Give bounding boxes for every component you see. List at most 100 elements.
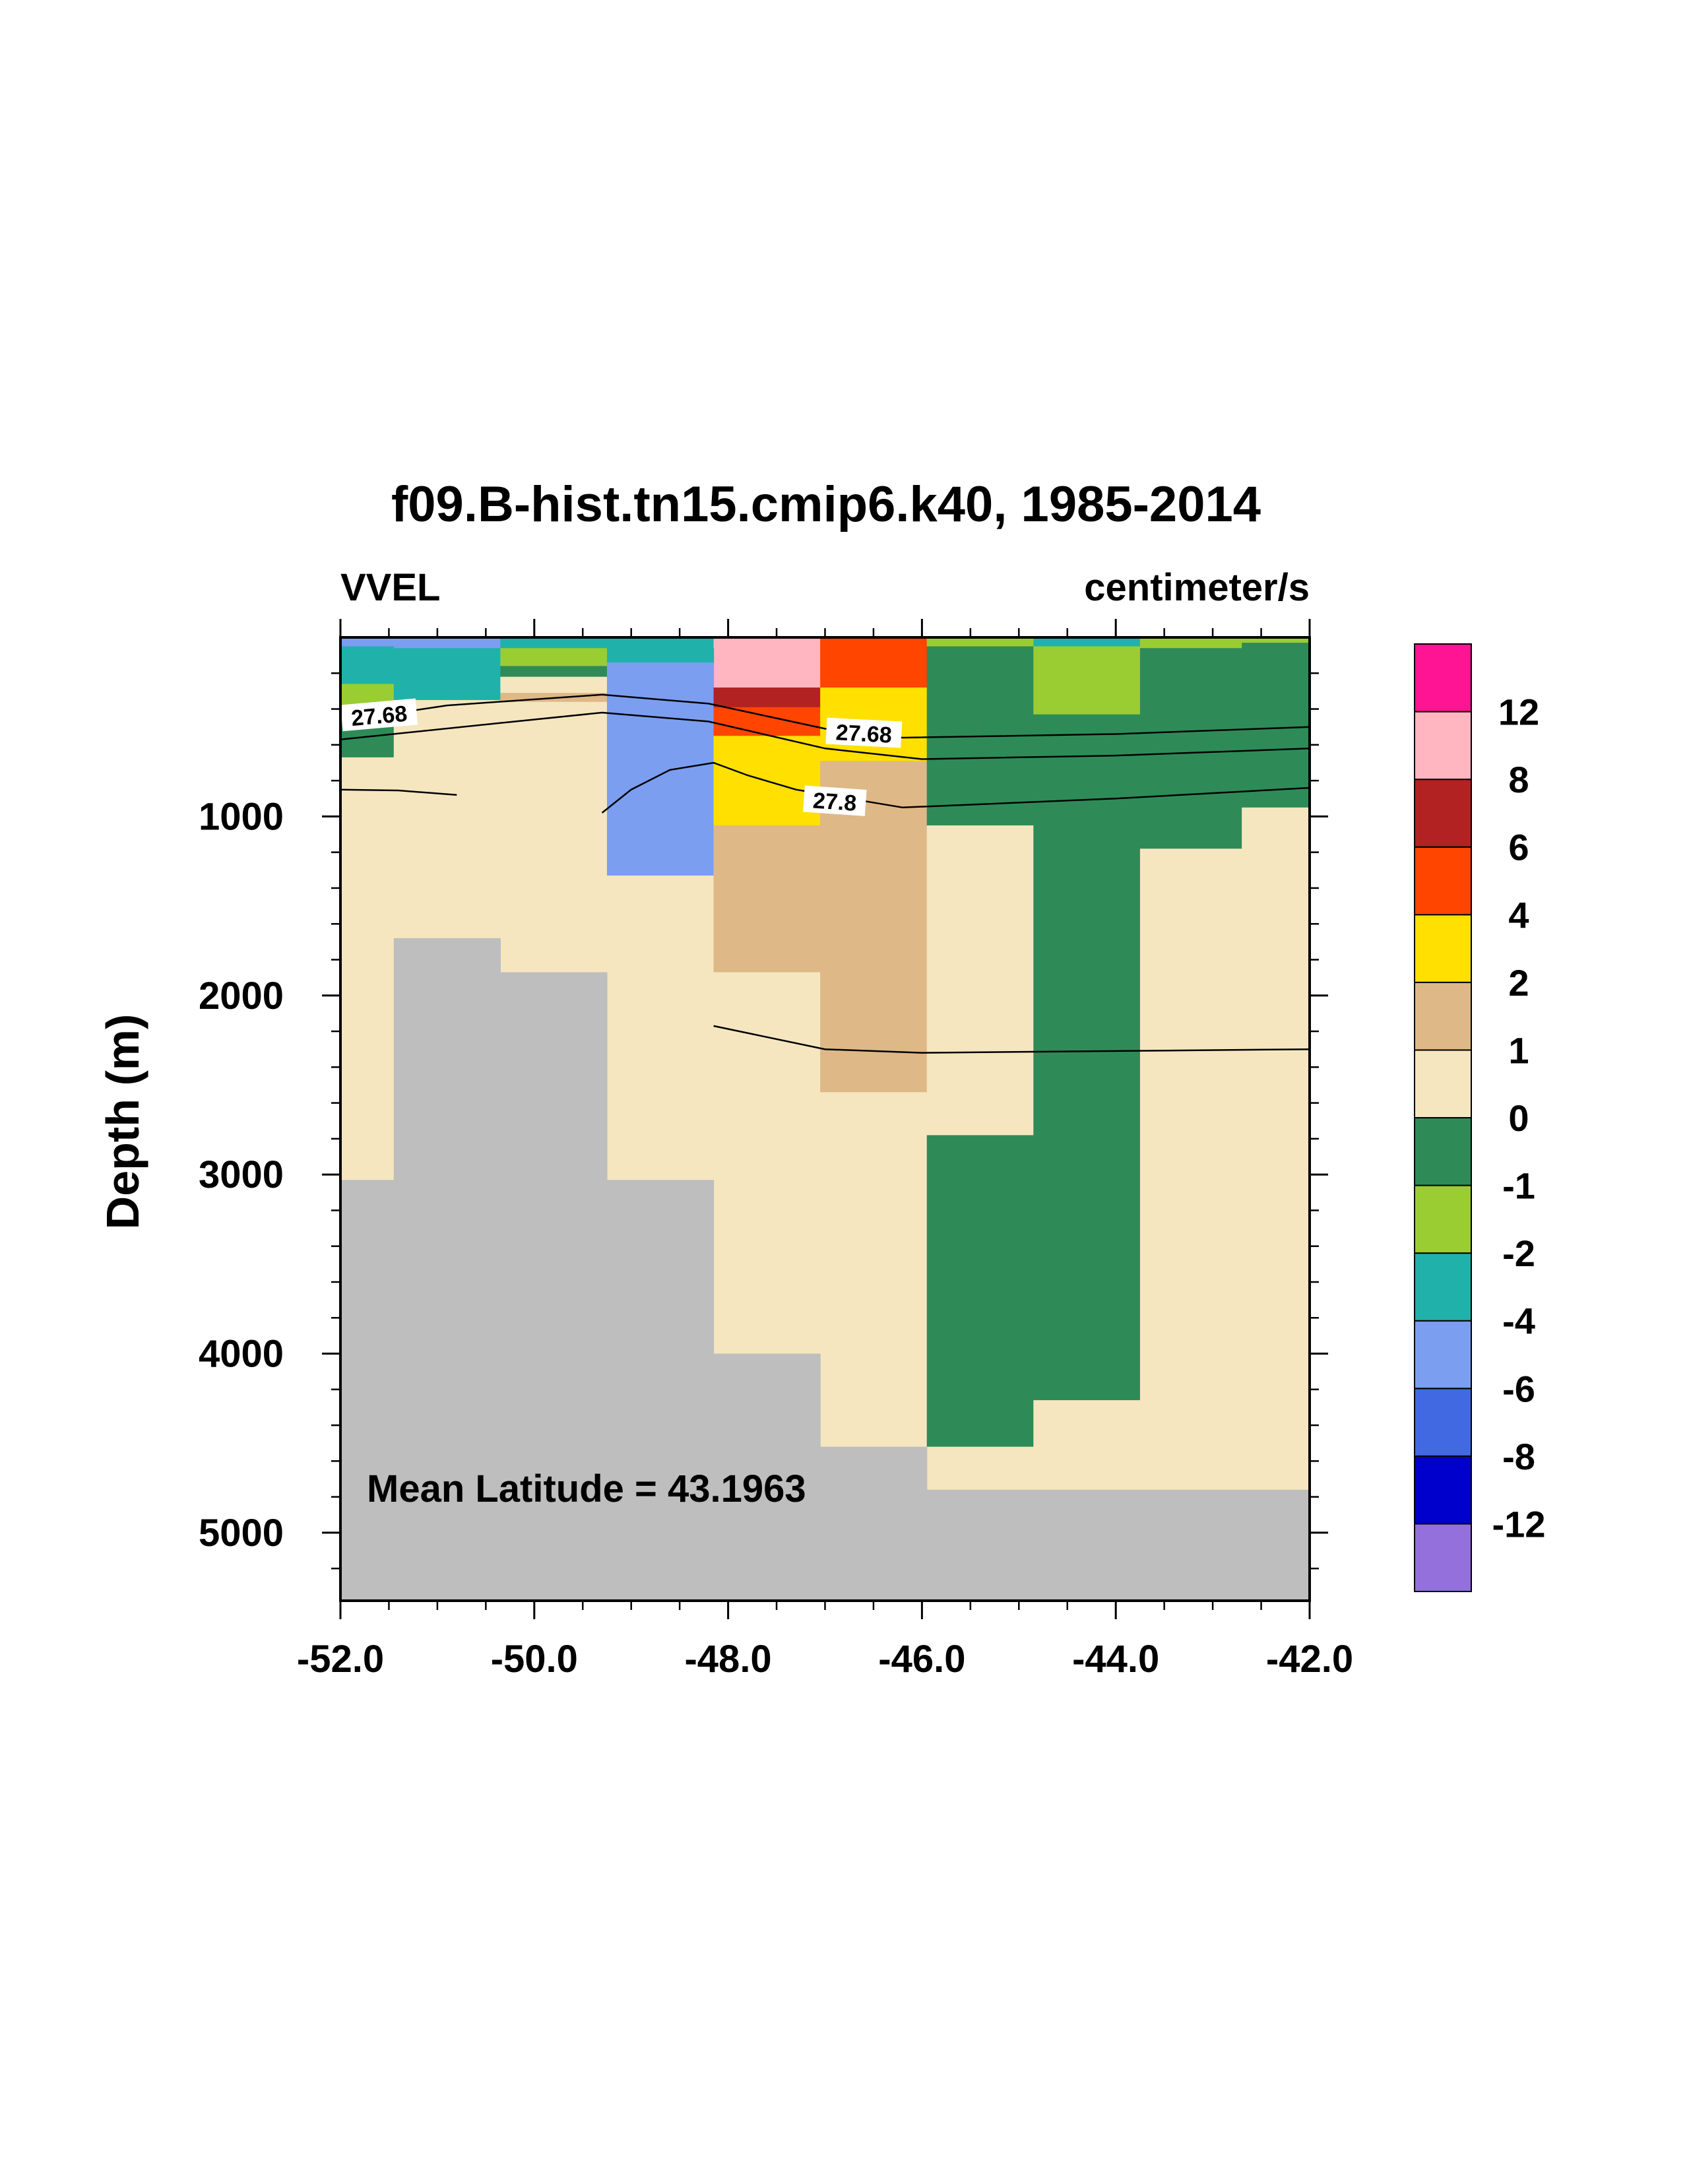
heatmap-cell [606, 875, 715, 1180]
heatmap-cell [820, 761, 928, 1093]
heatmap-cell [713, 825, 821, 973]
contour-label-box [803, 785, 867, 816]
heatmap-cell [1242, 637, 1310, 643]
colorbar-label: 2 [1508, 962, 1529, 1004]
land-cell [500, 972, 608, 1601]
heatmap-cell [1139, 648, 1242, 849]
colorbar-label: -12 [1492, 1503, 1546, 1545]
heatmap-cells [340, 637, 1310, 1491]
heatmap-cell [1033, 714, 1141, 1401]
x-axis-ticks: -52.0 -50.0 -48.0 -46.0 -44.0 -42.0 [297, 619, 1353, 1681]
heatmap-cell [606, 662, 715, 876]
y-axis-ticks: 1000 2000 3000 4000 5000 [199, 672, 1328, 1570]
colorbar-swatch [1414, 711, 1472, 781]
x-tick-label: -50.0 [491, 1638, 578, 1681]
y-tick-label: 3000 [199, 1153, 284, 1196]
colorbar-swatch [1414, 1320, 1472, 1390]
heatmap-cell [713, 707, 821, 736]
x-tick-label: -42.0 [1266, 1638, 1353, 1681]
colorbar-swatch [1414, 1455, 1472, 1525]
land-cell [713, 1353, 821, 1601]
y-axis-title: Depth (m) [97, 1014, 148, 1230]
colorbar-label: 1 [1508, 1029, 1529, 1071]
contour-line [601, 761, 1310, 814]
heatmap-cell [1242, 643, 1310, 808]
heatmap-cell [1033, 1400, 1141, 1491]
heatmap-cell [820, 637, 928, 688]
heatmap-cell [500, 666, 608, 678]
colorbar-label: -8 [1502, 1436, 1535, 1477]
heatmap-cell [1033, 646, 1141, 715]
heatmap-cell [340, 637, 395, 647]
y-tick-label: 1000 [199, 795, 284, 838]
heatmap-cell [713, 687, 821, 708]
x-tick-label: -52.0 [297, 1638, 384, 1681]
colorbar-swatch [1414, 1252, 1472, 1322]
colorbar-swatch [1414, 914, 1472, 983]
colorbar-swatch [1414, 1523, 1472, 1592]
heatmap-cell [1242, 807, 1310, 1491]
colorbar-label: 6 [1508, 827, 1529, 868]
heatmap-cell [926, 1446, 1034, 1491]
heatmap-cell [606, 648, 715, 663]
heatmap-cell [500, 701, 608, 973]
heatmap-cell [713, 637, 821, 688]
heatmap-cell [500, 676, 608, 693]
heatmap-cell [713, 972, 821, 1355]
land-cell [926, 1489, 1310, 1601]
heatmap-cell [393, 648, 501, 701]
heatmap-cell [820, 1092, 928, 1448]
contour-line [713, 1025, 1310, 1054]
contour-label-box [825, 717, 903, 748]
colorbar: 12 8 6 4 2 1 0 -1 -2 -4 -6 -8 -12 [1414, 643, 1546, 1592]
contour-label: 27.68 [340, 698, 418, 732]
x-tick-label: -46.0 [878, 1638, 965, 1681]
heatmap-cell [820, 687, 928, 710]
land-cell [340, 1180, 395, 1601]
x-tick-label: -48.0 [684, 1638, 771, 1681]
land-cell [606, 1180, 715, 1601]
heatmap-cell [606, 637, 715, 649]
chart-title: f09.B-hist.tn15.cmip6.k40, 1985-2014 [391, 476, 1261, 532]
heatmap-cell [926, 825, 1034, 1136]
land-mask [340, 938, 1310, 1601]
x-tick-label: -44.0 [1072, 1638, 1159, 1681]
heatmap-cell [393, 699, 501, 939]
heatmap-cell [926, 1135, 1034, 1448]
colorbar-swatch [1414, 1117, 1472, 1186]
density-contours [340, 693, 1310, 1054]
heatmap-cell [500, 637, 608, 649]
heatmap-cell [340, 757, 395, 1180]
contour-label: 27.8 [803, 785, 867, 816]
colorbar-label: -6 [1502, 1368, 1535, 1409]
heatmap-cell [1139, 849, 1242, 1491]
colorbar-label: 8 [1508, 759, 1529, 800]
contour-label-text: 27.68 [350, 701, 408, 731]
variable-label: VVEL [340, 566, 441, 609]
heatmap-cell [393, 637, 501, 649]
colorbar-label: 0 [1508, 1097, 1529, 1139]
y-tick-label: 2000 [199, 975, 284, 1017]
heatmap-cell [500, 648, 608, 667]
land-cell [393, 938, 501, 1601]
land-cell [820, 1446, 928, 1601]
contour-label-text: 27.68 [835, 720, 893, 748]
heatmap-cell [1139, 637, 1242, 649]
colorbar-swatch [1414, 779, 1472, 848]
y-tick-label: 5000 [199, 1512, 284, 1555]
contour-line [340, 788, 457, 796]
contour-labels: 27.68 27.68 27.8 [340, 698, 903, 816]
heatmap-cell [340, 646, 395, 685]
contour-label-box [340, 698, 418, 732]
colorbar-label: 4 [1508, 894, 1529, 936]
colorbar-swatch [1414, 981, 1472, 1051]
contour-label: 27.68 [825, 717, 903, 748]
colorbar-label: -4 [1502, 1301, 1535, 1342]
colorbar-swatch [1414, 1388, 1472, 1457]
colorbar-swatch [1414, 643, 1472, 713]
colorbar-label: -1 [1502, 1165, 1535, 1207]
colorbar-label: -2 [1502, 1233, 1535, 1274]
colorbar-swatch [1414, 1184, 1472, 1254]
units-label: centimeter/s [1084, 566, 1310, 609]
